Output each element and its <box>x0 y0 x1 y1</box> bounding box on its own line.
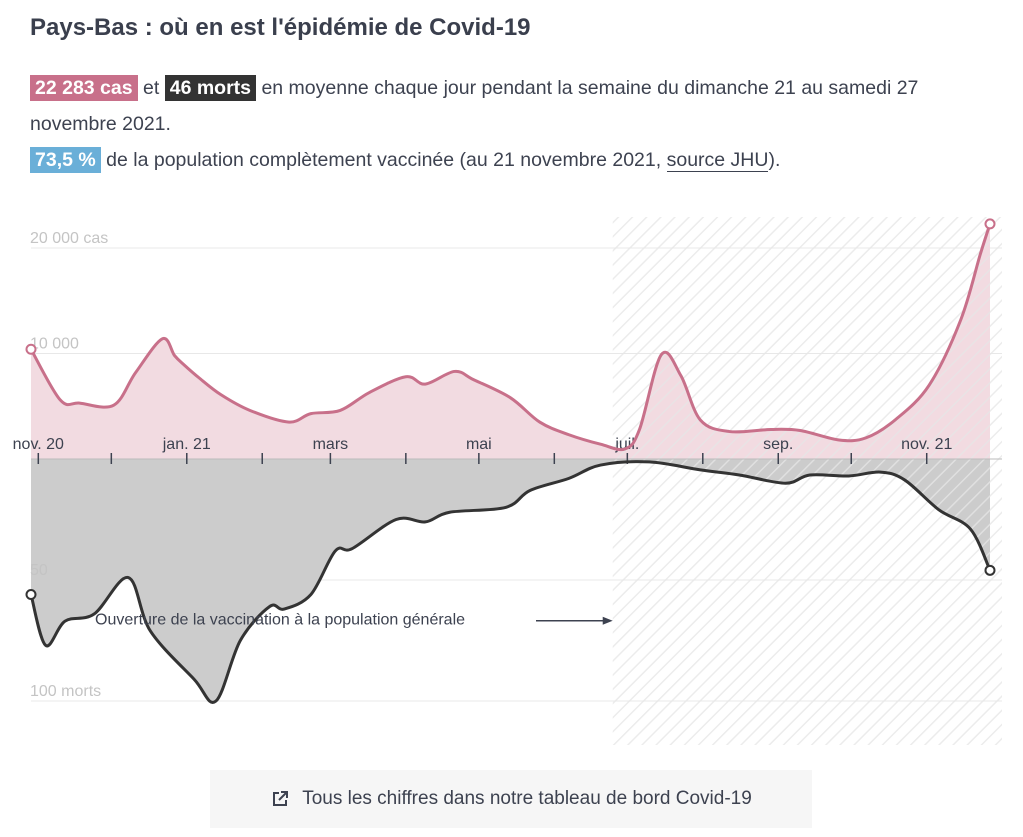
shaded-period <box>612 217 1002 745</box>
deaths-axis-label: 100 morts <box>30 683 101 700</box>
arrow-head-icon <box>602 616 613 625</box>
deaths-endpoint <box>984 564 996 576</box>
cases-line <box>29 223 992 452</box>
x-tick-label: mars <box>313 436 349 453</box>
annotation-text: Ouverture de la vaccination à la populat… <box>95 612 465 629</box>
dashboard-link-button[interactable]: Tous les chiffres dans notre tableau de … <box>210 770 812 828</box>
page-title: Pays-Bas : où en est l'épidémie de Covid… <box>30 14 531 41</box>
vaccination-end: ). <box>768 149 781 171</box>
vaccination-badge: 73,5 % <box>30 147 101 173</box>
cases-axis-label: 20 000 cas <box>30 230 108 247</box>
cases-badge: 22 283 cas <box>30 75 138 101</box>
x-tick-label: jan. 21 <box>162 436 211 453</box>
source-link[interactable]: source JHU <box>666 149 769 172</box>
deaths-badge: 46 morts <box>164 75 257 101</box>
summary-sentence: en moyenne chaque jour pendant la semain… <box>30 77 919 135</box>
x-tick-label: nov. 21 <box>901 436 952 453</box>
cases-endpoint <box>984 218 996 230</box>
x-tick-label: sep. <box>763 436 793 453</box>
dashboard-link-label: Tous les chiffres dans notre tableau de … <box>302 788 752 809</box>
summary: 22 283 cas et 46 morts en moyenne chaque… <box>30 70 990 178</box>
covid-chart: 10 000 20 000 cas 50 100 morts nov. 20 jan. 2… <box>13 217 1002 745</box>
x-tick-label: nov. 20 <box>13 436 64 453</box>
external-link-icon <box>273 791 289 806</box>
cases-endpoint <box>25 343 37 355</box>
and-text: et <box>143 77 160 99</box>
vaccination-text: de la population complètement vaccinée (… <box>106 149 662 171</box>
deaths-line <box>29 460 992 704</box>
cases-axis-label: 10 000 <box>30 336 79 353</box>
deaths-axis-label: 50 <box>30 562 48 579</box>
x-tick-label: mai <box>466 436 492 453</box>
deaths-endpoint <box>25 589 37 601</box>
deaths-bars-area <box>31 459 990 703</box>
